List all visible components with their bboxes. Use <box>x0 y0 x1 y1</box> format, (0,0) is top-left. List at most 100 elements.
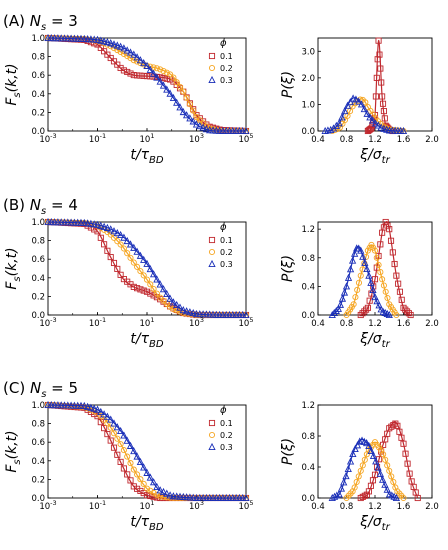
panel-B-fs: ϕ 0.1 0.2 0.3 <box>44 217 250 319</box>
row-label-0: (A) Ns = 3 <box>3 12 78 33</box>
y-tick-label: 0.6 <box>31 255 45 265</box>
data-point-0.1 <box>363 306 370 313</box>
legend-marker-0.2 <box>208 248 216 256</box>
y-tick-label: 1.2 <box>301 225 315 235</box>
data-point-0.3 <box>97 36 105 44</box>
data-point-0.3 <box>130 243 138 251</box>
data-point-0.3 <box>355 97 363 105</box>
data-point-0.3 <box>342 472 350 480</box>
data-point-0.3 <box>372 457 380 465</box>
row-label-1: (B) Ns = 4 <box>3 196 78 217</box>
data-point-0.3 <box>338 113 346 121</box>
data-point-0.3 <box>149 69 158 77</box>
data-point-0.1 <box>367 125 374 133</box>
data-point-0.2 <box>160 297 167 304</box>
series-line-0.1 <box>360 421 419 499</box>
legend-label-0.1: 0.1 <box>220 419 233 428</box>
y-tick-label: 0.6 <box>31 71 45 81</box>
x-tick-label: 10-3 <box>39 316 56 329</box>
data-point-0.1 <box>369 121 376 129</box>
data-point-0.3 <box>377 123 385 131</box>
data-point-0.3 <box>334 304 342 312</box>
data-point-0.3 <box>367 446 375 454</box>
data-point-0.3 <box>344 464 352 472</box>
data-point-0.3 <box>166 89 174 97</box>
data-point-0.2 <box>157 493 164 500</box>
data-point-0.3 <box>346 265 355 273</box>
x-tick-label: 10-3 <box>39 132 56 145</box>
data-point-0.1 <box>110 444 118 451</box>
data-point-0.3 <box>103 412 112 420</box>
data-point-0.3 <box>93 35 102 43</box>
data-point-0.3 <box>179 492 187 501</box>
data-point-0.2 <box>71 403 78 410</box>
data-point-0.3 <box>332 306 340 314</box>
data-point-0.2 <box>130 466 137 473</box>
y-tick-label: 0.8 <box>31 420 45 430</box>
data-point-0.3 <box>379 475 387 483</box>
data-point-0.3 <box>335 119 343 127</box>
plot-frame <box>317 221 433 316</box>
data-point-0.3 <box>133 452 141 460</box>
legend-marker-0.1 <box>208 236 216 244</box>
data-point-0.3 <box>362 438 371 447</box>
data-point-0.2 <box>124 453 131 460</box>
data-point-0.2 <box>150 489 157 496</box>
data-point-0.1 <box>114 265 121 272</box>
data-point-0.3 <box>120 44 128 52</box>
data-point-0.1 <box>170 78 177 85</box>
series-line-0.1 <box>360 221 412 316</box>
y-tick-label: 0.0 <box>301 311 315 321</box>
data-point-0.2 <box>150 285 157 293</box>
data-point-0.3 <box>376 469 384 477</box>
x-axis-label: ξ/σtr <box>359 331 390 350</box>
data-point-0.2 <box>147 281 154 288</box>
data-point-0.3 <box>87 403 95 411</box>
data-point-0.3 <box>107 225 115 233</box>
data-point-0.1 <box>127 477 134 484</box>
data-point-0.3 <box>374 463 382 471</box>
data-point-0.2 <box>173 79 180 86</box>
data-point-0.2 <box>110 430 118 437</box>
data-point-0.3 <box>346 98 354 106</box>
data-point-0.2 <box>176 308 184 315</box>
data-point-0.3 <box>189 309 197 317</box>
data-point-0.2 <box>134 58 141 65</box>
y-tick-label: 3.0 <box>301 47 315 57</box>
series-line-0.3 <box>47 404 247 499</box>
data-point-0.2 <box>351 484 358 491</box>
data-point-0.3 <box>340 288 349 296</box>
data-point-0.3 <box>133 247 141 255</box>
data-point-0.1 <box>134 285 141 292</box>
data-point-0.2 <box>153 290 160 297</box>
data-point-0.1 <box>378 79 385 86</box>
data-point-0.3 <box>357 100 366 108</box>
data-point-0.1 <box>134 485 141 492</box>
data-point-0.3 <box>163 289 171 297</box>
legend-title: ϕ <box>220 38 227 49</box>
data-point-0.1 <box>393 272 400 279</box>
x-tick-label: 1.2 <box>368 319 382 329</box>
data-point-0.3 <box>359 252 367 260</box>
data-point-0.3 <box>103 38 112 46</box>
data-point-0.3 <box>87 35 95 43</box>
x-tick-label: 105 <box>239 316 254 329</box>
x-tick-label: 1.6 <box>397 319 411 329</box>
data-point-0.2 <box>107 424 114 431</box>
data-point-0.3 <box>116 230 125 239</box>
data-point-0.1 <box>361 492 368 499</box>
data-point-0.3 <box>113 229 121 237</box>
data-point-0.2 <box>143 276 151 283</box>
legend-label-0.2: 0.2 <box>220 431 233 440</box>
data-point-0.1 <box>97 234 104 241</box>
series-line-0.1 <box>47 221 246 316</box>
data-point-0.1 <box>405 310 412 317</box>
y-tick-label: 0.8 <box>31 53 45 63</box>
data-point-0.1 <box>357 311 364 319</box>
data-point-0.2 <box>68 403 75 410</box>
x-tick-label: 0.4 <box>311 135 325 145</box>
data-point-0.1 <box>414 494 421 502</box>
data-point-0.2 <box>120 245 127 252</box>
data-point-0.2 <box>357 272 364 279</box>
data-point-0.1 <box>117 271 124 278</box>
